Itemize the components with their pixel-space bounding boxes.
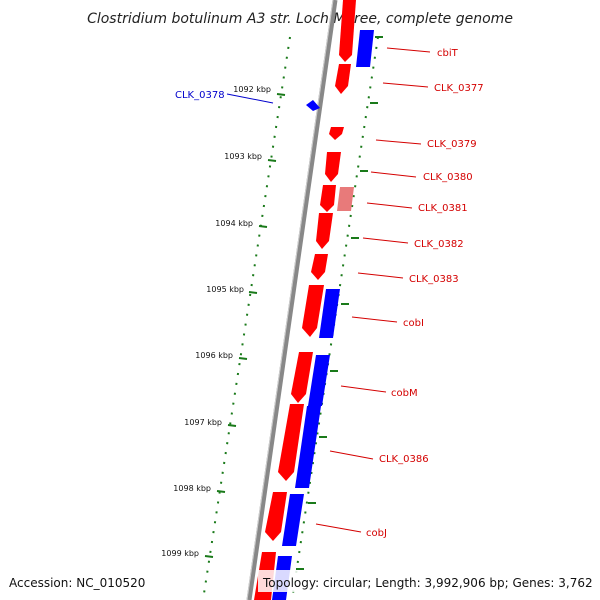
- kbp-label: 1099 kbp: [161, 549, 199, 558]
- gene-label[interactable]: CLK_0377: [434, 83, 484, 94]
- kbp-tick: [238, 357, 248, 360]
- gene-CLK-0378[interactable]: [306, 100, 320, 111]
- outer-ticks: [296, 36, 383, 570]
- gene-label[interactable]: CLK_0382: [414, 239, 464, 250]
- leader-line: [375, 139, 422, 145]
- gene-CLK-0381[interactable]: [320, 185, 336, 212]
- kbp-label: 1095 kbp: [206, 285, 244, 294]
- leader-line: [351, 316, 398, 323]
- kbp-ticks: [204, 93, 286, 558]
- gene-CLK-0386[interactable]: [278, 404, 304, 481]
- leader-line: [340, 385, 387, 393]
- gene-label[interactable]: CLK_0378: [175, 90, 225, 101]
- gene-label[interactable]: cbiT: [437, 48, 459, 59]
- gene-label[interactable]: CLK_0381: [418, 203, 468, 214]
- gene-cobI-reverse[interactable]: [319, 289, 340, 338]
- summary-text: Topology: circular; Length: 3,992,906 bp…: [262, 576, 593, 590]
- gene-label[interactable]: cobI: [403, 318, 424, 329]
- gene-label[interactable]: CLK_0380: [423, 172, 473, 183]
- kbp-tick: [267, 159, 277, 162]
- kbp-label: 1094 kbp: [215, 219, 253, 228]
- kbp-label: 1096 kbp: [195, 351, 233, 360]
- gene-label[interactable]: CLK_0379: [427, 139, 477, 150]
- gene-cobI[interactable]: [302, 285, 324, 337]
- gene-label[interactable]: CLK_0383: [409, 274, 459, 285]
- gene-CLK-0382[interactable]: [316, 213, 333, 249]
- genome-backbone-highlight: [246, 0, 334, 600]
- forward-genes: [254, 0, 356, 600]
- kbp-tick: [248, 291, 258, 294]
- gene-cobJ[interactable]: [265, 492, 287, 541]
- leader-line: [315, 523, 362, 533]
- kbp-tick: [204, 555, 214, 558]
- leader-line: [370, 171, 417, 178]
- leader-line: [366, 202, 413, 209]
- kbp-label: 1097 kbp: [184, 418, 222, 427]
- leader-line: [357, 272, 404, 279]
- gene-cbiT[interactable]: [339, 0, 356, 62]
- gene-cobM[interactable]: [291, 352, 313, 403]
- kbp-label: 1092 kbp: [233, 85, 271, 94]
- leader-line: [382, 82, 429, 88]
- leader-line: [386, 47, 431, 53]
- gene-CLK-0386-reverse[interactable]: [295, 406, 321, 488]
- gene-label[interactable]: CLK_0386: [379, 454, 429, 465]
- gene-CLK-0383[interactable]: [311, 254, 328, 280]
- leader-lines: [226, 47, 431, 533]
- reverse-genes: [272, 30, 374, 600]
- leader-line: [329, 450, 374, 460]
- gene-CLK-0381-pseudo[interactable]: [337, 187, 354, 211]
- kbp-tick: [227, 424, 237, 427]
- gene-cobM-reverse[interactable]: [308, 355, 330, 406]
- gene-label[interactable]: cobM: [391, 388, 418, 399]
- genome-backbone: [246, 0, 338, 600]
- gene-cobJ-reverse[interactable]: [282, 494, 304, 546]
- gene-cbiT-reverse[interactable]: [356, 30, 374, 67]
- gene-CLK-0377[interactable]: [335, 64, 351, 94]
- kbp-label: 1093 kbp: [224, 152, 262, 161]
- gene-CLK-0379[interactable]: [329, 127, 344, 140]
- gene-CLK-0380[interactable]: [325, 152, 341, 182]
- gene-label[interactable]: cobJ: [366, 528, 387, 539]
- map-title: Clostridium botulinum A3 str. Loch Maree…: [87, 11, 513, 27]
- footer-background: [258, 570, 600, 592]
- kbp-tick: [258, 225, 268, 228]
- leader-line: [226, 93, 274, 104]
- accession-text: Accession: NC_010520: [9, 576, 145, 590]
- leader-line: [362, 237, 409, 244]
- kbp-tick: [276, 93, 286, 96]
- kbp-label: 1098 kbp: [173, 484, 211, 493]
- kbp-tick: [216, 490, 226, 493]
